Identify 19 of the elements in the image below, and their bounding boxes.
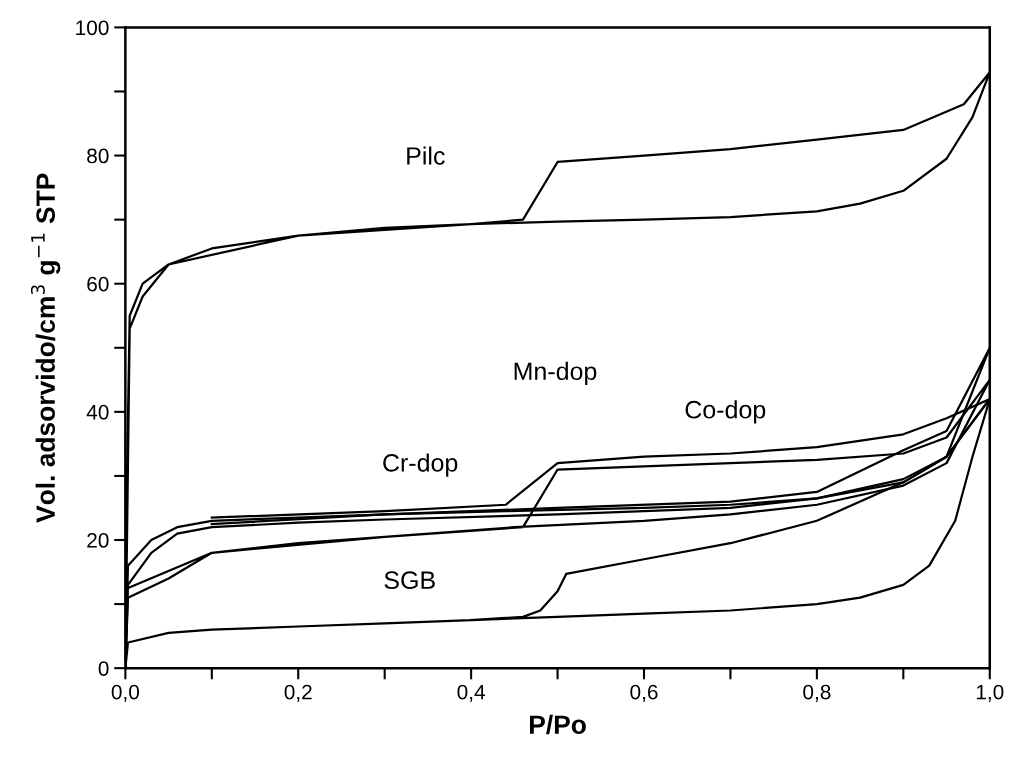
x-tick-label: 0,2: [284, 684, 312, 702]
annotation: Pilc: [407, 146, 445, 165]
x-tick-label: 0,6: [630, 684, 658, 702]
annotation: Mn-dop: [514, 361, 597, 386]
y-tick-label: 20: [87, 533, 109, 548]
annotation: Cr-dop: [383, 453, 458, 477]
x-tick-label: 0,8: [803, 684, 831, 702]
annotation: Co-dop: [685, 400, 766, 424]
x-axis-title: P/Po: [530, 714, 586, 735]
x-tick-label: 0,0: [111, 684, 140, 702]
x-tick-label: 0,4: [457, 684, 485, 702]
y-tick-label: 100: [76, 20, 109, 36]
y-tick-label: 80: [87, 148, 109, 164]
annotation: SGB: [384, 571, 435, 590]
y-tick-label: 60: [87, 276, 109, 292]
y-axis-title: Vol. adsorvido/cm$^{3}$ g$^{−1}$ STP: [30, 173, 61, 523]
x-tick-label: 1,0: [976, 684, 1004, 702]
y-tick-label: 0: [98, 661, 109, 676]
y-tick-label: 40: [86, 404, 109, 420]
